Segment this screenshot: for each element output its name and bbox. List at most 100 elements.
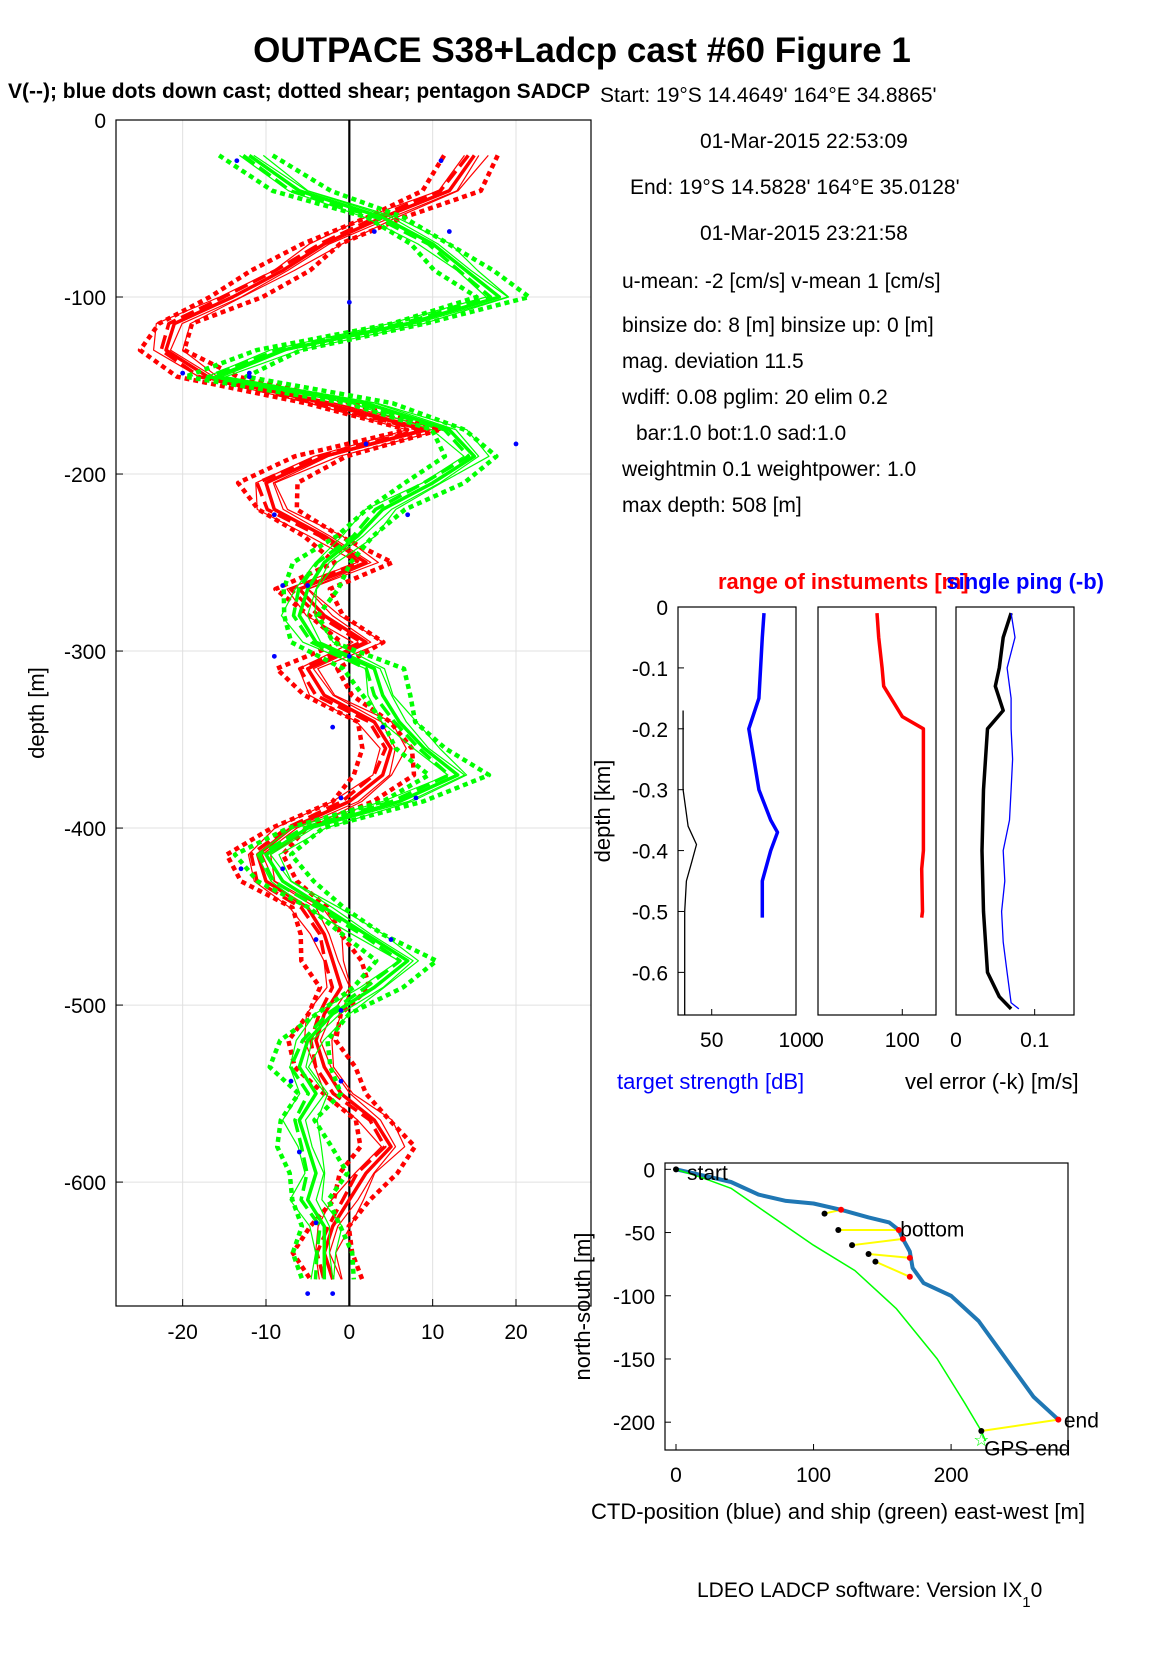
downcast-dot — [438, 158, 444, 164]
downcast-dot — [271, 512, 277, 518]
position-x-tick-label: 200 — [934, 1464, 969, 1487]
info-means: u-mean: -2 [cm/s] v-mean 1 [cm/s] — [622, 270, 941, 293]
downcast-dot — [363, 441, 369, 447]
profile-v-ens-c — [221, 154, 509, 1280]
position-label-start: start — [687, 1162, 728, 1185]
position-plot-area: 0 100 200 0 -50 -100 -150 -200 ☆ start bottom end GP… — [613, 1159, 1099, 1487]
downcast-dot — [246, 374, 252, 380]
panel-series-single-ping — [1000, 612, 1020, 1010]
profile-u-shear-lower — [137, 154, 447, 1281]
panel-y-tick-label: -0.3 — [632, 780, 668, 803]
downcast-dot — [238, 866, 244, 872]
downcast-dot — [296, 1149, 302, 1155]
info-bar: bar:1.0 bot:1.0 sad:1.0 — [636, 422, 846, 445]
main-x-tick-label: 0 — [343, 1321, 355, 1344]
main-ticks: -20 -10 0 10 200-100-200-300-400-500-600 — [64, 110, 528, 1344]
downcast-dot — [180, 370, 186, 376]
single-ping-title: single ping (-b) — [946, 569, 1104, 594]
ship-marker — [872, 1258, 879, 1265]
figure-title: OUTPACE S38+Ladcp cast #60 Figure 1 — [253, 31, 911, 70]
position-y-tick-label: -100 — [613, 1286, 655, 1309]
main-y-tick-label: -600 — [64, 1172, 106, 1195]
panel-x-tick-label: 50 — [700, 1029, 723, 1052]
position-series-ship — [675, 1168, 987, 1442]
main-velocity-axes: -20 -10 0 10 200-100-200-300-400-500-600 dep… — [24, 110, 592, 1344]
position-label-gps-end: GPS-end — [984, 1437, 1070, 1460]
footer-subscript: 1 — [1022, 1594, 1030, 1611]
ctd-marker — [899, 1235, 906, 1242]
main-x-tick-label: -10 — [251, 1321, 281, 1344]
panel-x-tick-label: 100 — [778, 1029, 813, 1052]
profile-v-shear-lower — [183, 153, 479, 1281]
ctd-marker — [1055, 1416, 1062, 1423]
downcast-dot — [330, 1291, 336, 1297]
panel-y-tick-label: -0.2 — [632, 719, 668, 742]
panel-y-tick-label: -0.4 — [632, 841, 669, 864]
panel-frame-0 — [677, 606, 797, 1016]
panel-x-tick-label: 0.1 — [1020, 1029, 1049, 1052]
position-connector — [851, 1237, 904, 1247]
figure-subtitle: V(--); blue dots down cast; dotted shear… — [8, 80, 590, 103]
info-block: Start: 19°S 14.4649' 164°E 34.8865' 01-M… — [600, 84, 960, 517]
downcast-dot — [388, 937, 394, 942]
panel-frame-1 — [817, 606, 937, 1016]
panel-x-tick-label: 0 — [812, 1029, 824, 1052]
main-y-tick-label: -100 — [64, 287, 106, 310]
panel-frame-2 — [955, 606, 1075, 1016]
downcast-dot — [371, 229, 377, 234]
position-y-tick-label: -150 — [613, 1349, 655, 1372]
profile-v-ens-b — [206, 154, 487, 1280]
info-binsize: binsize do: 8 [m] binsize up: 0 [m] — [622, 314, 934, 337]
profile-u-dashed — [159, 154, 470, 1280]
position-x-tick-label: 100 — [796, 1464, 831, 1487]
main-frame — [115, 119, 592, 1307]
downcast-dot — [313, 1220, 319, 1226]
downcast-dot — [246, 370, 252, 376]
downcast-dot — [513, 441, 519, 447]
panel-series-vel-error — [980, 612, 1013, 1011]
position-y-tick-label: -50 — [625, 1223, 655, 1246]
position-label-bottom: bottom — [900, 1219, 964, 1242]
main-y-tick-label: -200 — [64, 464, 106, 487]
info-weight: weightmin 0.1 weightpower: 1.0 — [621, 458, 916, 481]
ctd-marker — [906, 1273, 913, 1280]
main-y-tick-label: -500 — [64, 995, 106, 1018]
info-maxdepth: max depth: 508 [m] — [622, 494, 802, 517]
downcast-dot — [305, 1291, 311, 1297]
info-start-time: 01-Mar-2015 22:53:09 — [700, 130, 908, 153]
panel-series-range — [875, 612, 926, 918]
position-x-tick-label: 0 — [670, 1464, 682, 1487]
downcast-dot — [338, 795, 344, 801]
downcast-dot — [280, 866, 286, 872]
downcast-dot — [413, 795, 419, 801]
downcast-dot — [330, 724, 336, 730]
main-x-tick-label: 20 — [504, 1321, 527, 1344]
position-axes: 0 100 200 0 -50 -100 -150 -200 ☆ start bottom end GP… — [570, 1159, 1099, 1524]
downcast-dot — [313, 937, 319, 942]
downcast-dot — [346, 653, 352, 659]
range-title: range of instuments [m] — [718, 569, 969, 594]
position-y-tick-label: 0 — [643, 1159, 655, 1182]
main-x-tick-label: 10 — [421, 1321, 444, 1344]
panel-y-tick-label: -0.1 — [632, 658, 668, 681]
info-start: Start: 19°S 14.4649' 164°E 34.8865' — [600, 84, 937, 107]
main-y-tick-label: -400 — [64, 818, 106, 841]
profile-v-shear-upper — [244, 153, 532, 1280]
panel-series-noise — [682, 710, 698, 1015]
main-y-tick-label: 0 — [94, 110, 106, 133]
profile-u-shear-upper — [182, 154, 500, 1281]
main-y-tick-label: -300 — [64, 641, 106, 664]
position-x-label: CTD-position (blue) and ship (green) eas… — [591, 1499, 1085, 1524]
downcast-dot — [405, 512, 411, 518]
info-end-time: 01-Mar-2015 23:21:58 — [700, 222, 908, 245]
downcast-dot — [346, 299, 352, 305]
profile-u-ens-a — [182, 155, 489, 1280]
target-strength-label: target strength [dB] — [617, 1069, 804, 1094]
info-magdev: mag. deviation 11.5 — [622, 350, 804, 373]
panel-x-tick-label: 0 — [950, 1029, 962, 1052]
ship-marker — [821, 1210, 828, 1217]
position-y-tick-label: -200 — [613, 1412, 655, 1435]
